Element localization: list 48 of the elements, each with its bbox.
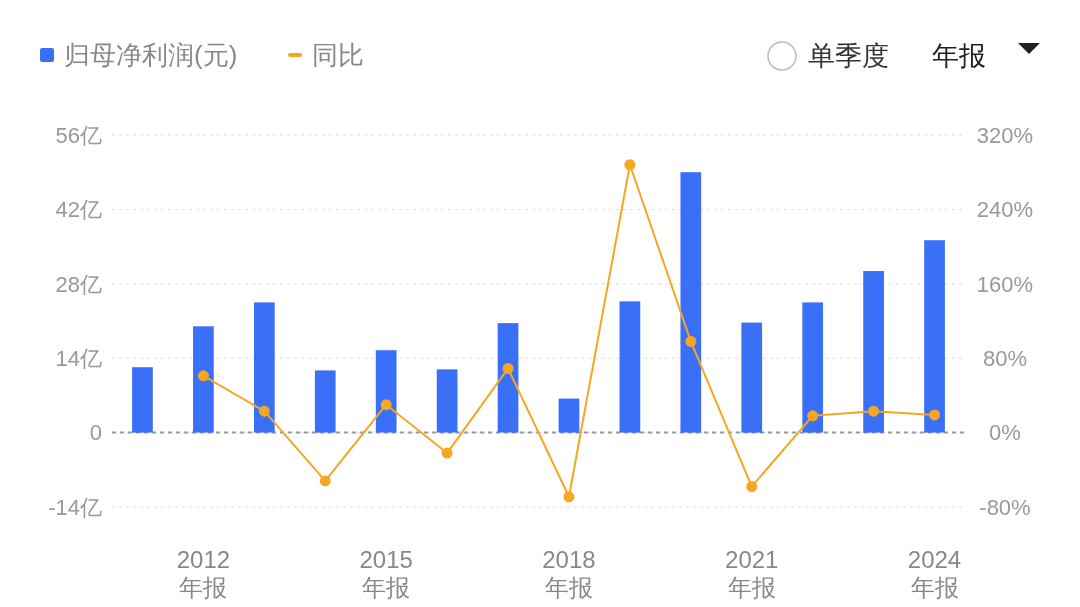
bar [193, 326, 214, 433]
point [380, 399, 392, 411]
point [685, 335, 697, 347]
bar [132, 367, 153, 433]
y2-tick-label: -80% [979, 494, 1031, 520]
point [258, 405, 270, 417]
y-tick-label: 0 [89, 420, 102, 446]
y-tick-label: 56亿 [55, 122, 102, 148]
y2-tick-label: 0% [989, 420, 1021, 446]
point [319, 475, 331, 487]
point [807, 410, 819, 422]
y2-tick-label: 80% [982, 345, 1028, 371]
point [441, 447, 453, 459]
x-tick-label: 2012 年报 [176, 546, 231, 601]
bar [863, 271, 884, 433]
bar [619, 301, 641, 433]
x-tick-label: 2015 年报 [359, 546, 413, 601]
point [868, 405, 880, 417]
legend-label: 同比 [312, 40, 364, 71]
y-tick-label: 42亿 [55, 197, 102, 223]
bar [558, 398, 580, 433]
point [502, 362, 514, 374]
y2-tick-label: 240% [976, 197, 1034, 223]
x-tick-label: 2021 年报 [725, 546, 779, 601]
bar [314, 370, 336, 433]
point [929, 409, 941, 421]
point [746, 481, 758, 493]
x-tick-label: 2024 年报 [907, 546, 962, 601]
text: 年报 [932, 41, 986, 72]
point [563, 491, 575, 503]
legend-label: 归母净利润(元) [64, 40, 238, 71]
point [197, 370, 209, 382]
y-tick-label: 14亿 [55, 345, 102, 371]
bar [436, 369, 458, 433]
bar [680, 172, 702, 433]
point [624, 159, 636, 171]
bar [924, 240, 945, 433]
y2-tick-label: 160% [976, 271, 1034, 297]
bar [253, 302, 275, 433]
bar [375, 350, 397, 433]
y-tick-label: 28亿 [55, 271, 102, 297]
bar [802, 302, 824, 433]
y-tick-label: -14亿 [48, 494, 102, 520]
bar [741, 322, 763, 433]
y2-tick-label: 320% [976, 122, 1034, 148]
bar [497, 323, 519, 433]
text: 单季度 [808, 41, 889, 72]
x-tick-label: 2018 年报 [542, 546, 596, 601]
